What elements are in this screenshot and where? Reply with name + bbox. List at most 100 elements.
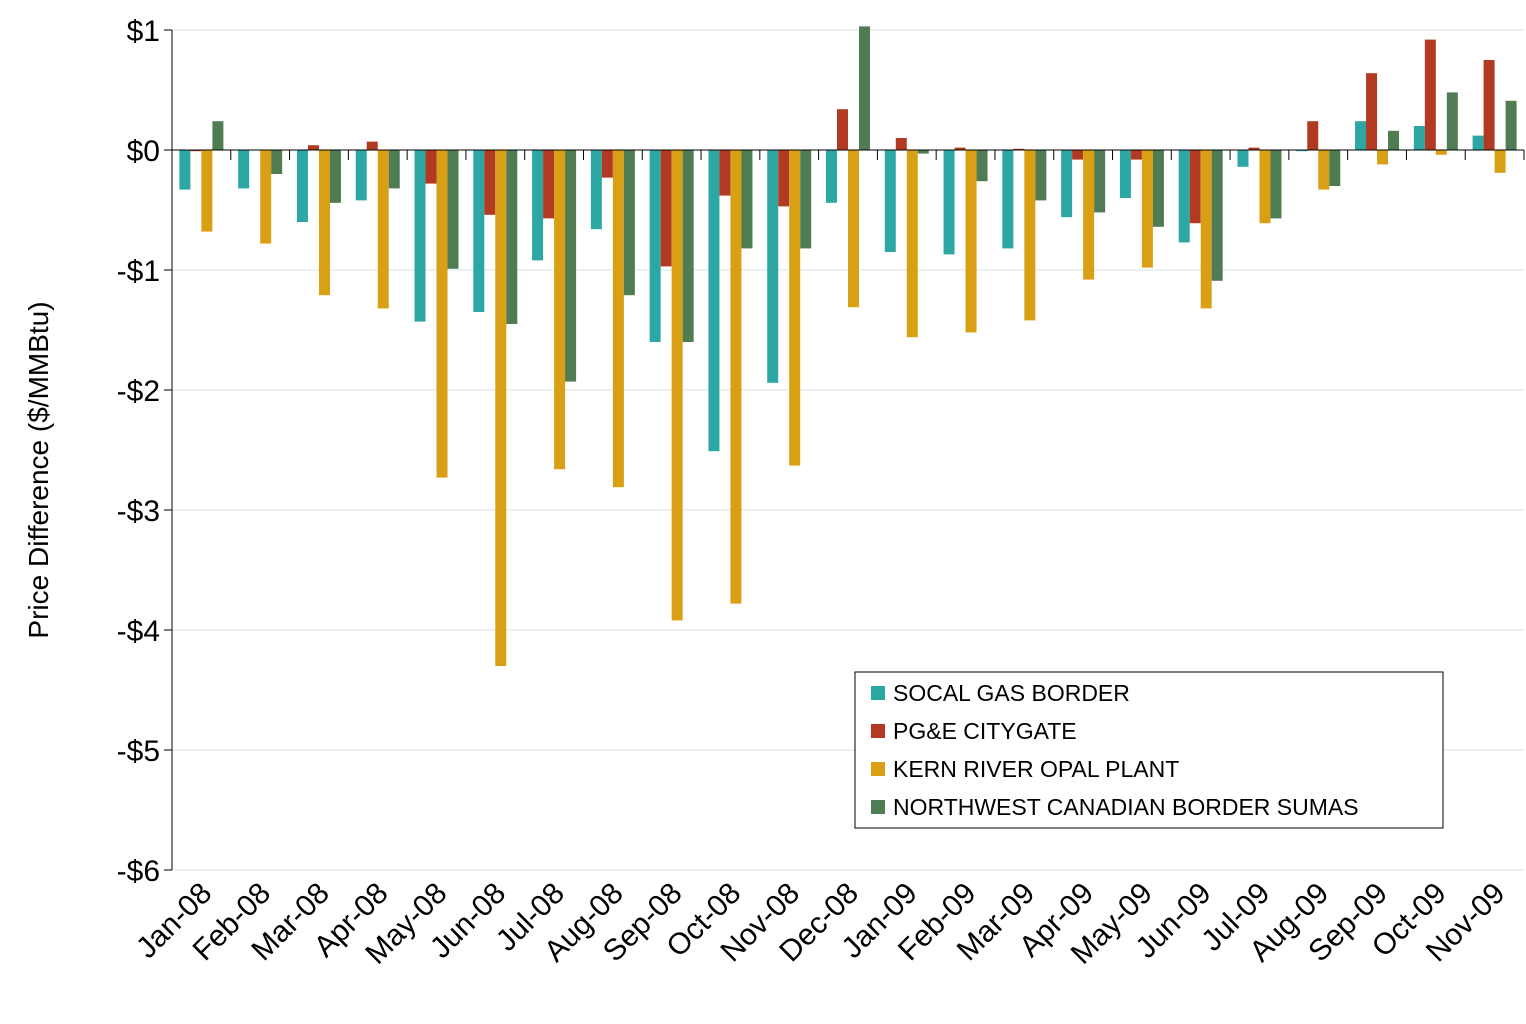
bar bbox=[425, 150, 437, 184]
bar bbox=[671, 150, 683, 621]
bar bbox=[212, 121, 224, 150]
bar bbox=[623, 150, 635, 296]
bar bbox=[436, 150, 448, 478]
bar bbox=[826, 150, 837, 203]
bar bbox=[366, 141, 378, 150]
bar bbox=[1189, 150, 1201, 224]
bar bbox=[895, 138, 907, 150]
bar bbox=[976, 150, 988, 182]
bar bbox=[741, 150, 753, 249]
bar bbox=[1013, 148, 1025, 150]
bar bbox=[1472, 135, 1484, 150]
bar bbox=[906, 150, 918, 338]
bar bbox=[848, 150, 859, 308]
bar bbox=[506, 150, 518, 324]
bar bbox=[1446, 92, 1458, 150]
bar bbox=[1237, 150, 1249, 167]
bar bbox=[190, 150, 202, 152]
y-tick-label: -$6 bbox=[117, 855, 160, 888]
bar bbox=[554, 150, 566, 470]
bar bbox=[355, 150, 367, 201]
bar bbox=[649, 150, 661, 342]
bar bbox=[943, 150, 955, 255]
bar bbox=[473, 150, 485, 312]
bar bbox=[377, 150, 389, 309]
bar bbox=[965, 150, 977, 333]
bar bbox=[447, 150, 459, 269]
bar bbox=[778, 150, 790, 207]
bar bbox=[719, 150, 731, 196]
bar bbox=[837, 109, 848, 150]
y-axis-label: Price Difference ($/MMBtu) bbox=[23, 301, 54, 638]
y-tick-label: $1 bbox=[127, 15, 160, 48]
bar bbox=[1035, 150, 1047, 201]
bar bbox=[1388, 130, 1400, 150]
legend-box bbox=[854, 671, 1444, 829]
bar bbox=[1094, 150, 1106, 213]
bar bbox=[1377, 150, 1389, 165]
bar bbox=[1083, 150, 1095, 280]
bar bbox=[1130, 150, 1142, 160]
bar bbox=[1505, 100, 1517, 150]
bar bbox=[179, 150, 191, 190]
bar bbox=[296, 150, 308, 222]
bar bbox=[1024, 150, 1036, 321]
bar bbox=[1494, 150, 1506, 173]
bar bbox=[543, 150, 555, 219]
bar bbox=[414, 150, 426, 322]
bar bbox=[318, 150, 330, 296]
y-tick-label: $0 bbox=[127, 135, 160, 168]
bar bbox=[1248, 147, 1260, 150]
bar bbox=[1178, 150, 1190, 243]
bar bbox=[612, 150, 624, 488]
bar bbox=[388, 150, 400, 189]
bar bbox=[884, 150, 896, 252]
bar bbox=[708, 150, 720, 452]
bar bbox=[1211, 150, 1223, 281]
y-tick-label: -$2 bbox=[117, 375, 160, 408]
legend-swatch bbox=[871, 800, 885, 814]
legend-label: PG&E CITYGATE bbox=[893, 718, 1077, 744]
bar bbox=[601, 150, 613, 178]
legend: SOCAL GAS BORDER PG&E CITYGATE KERN RIVER … bbox=[854, 671, 1444, 829]
bar bbox=[1141, 150, 1153, 268]
bar bbox=[767, 150, 779, 383]
bar bbox=[307, 145, 319, 150]
bar bbox=[1424, 39, 1436, 150]
bar bbox=[1366, 73, 1378, 150]
bar bbox=[1072, 150, 1084, 160]
bar bbox=[1270, 150, 1282, 219]
bar bbox=[1296, 150, 1308, 152]
bar bbox=[789, 150, 801, 466]
legend-swatch bbox=[871, 762, 885, 776]
bar bbox=[1200, 150, 1212, 309]
bar bbox=[730, 150, 742, 604]
bar bbox=[954, 147, 966, 150]
bar bbox=[1355, 121, 1367, 150]
bar bbox=[329, 150, 341, 203]
y-tick-label: -$3 bbox=[117, 495, 160, 528]
bar bbox=[590, 150, 602, 230]
bar bbox=[859, 26, 870, 150]
bar bbox=[1061, 150, 1073, 218]
bar bbox=[1259, 150, 1271, 224]
y-tick-label: -$1 bbox=[117, 255, 160, 288]
bar bbox=[1002, 150, 1014, 249]
bar bbox=[1483, 60, 1495, 150]
bar bbox=[1435, 150, 1447, 155]
bar bbox=[484, 150, 496, 215]
bar bbox=[660, 150, 672, 267]
y-tick-label: -$4 bbox=[117, 615, 160, 648]
legend-swatch bbox=[871, 686, 885, 700]
bar bbox=[201, 150, 213, 232]
legend-label: KERN RIVER OPAL PLANT bbox=[893, 756, 1179, 782]
legend-label: SOCAL GAS BORDER bbox=[893, 680, 1130, 706]
bar bbox=[260, 150, 272, 244]
bar bbox=[271, 150, 283, 174]
bar bbox=[238, 150, 250, 189]
bar bbox=[532, 150, 544, 261]
bar bbox=[800, 150, 812, 249]
bar bbox=[565, 150, 577, 382]
bar bbox=[1318, 150, 1330, 190]
